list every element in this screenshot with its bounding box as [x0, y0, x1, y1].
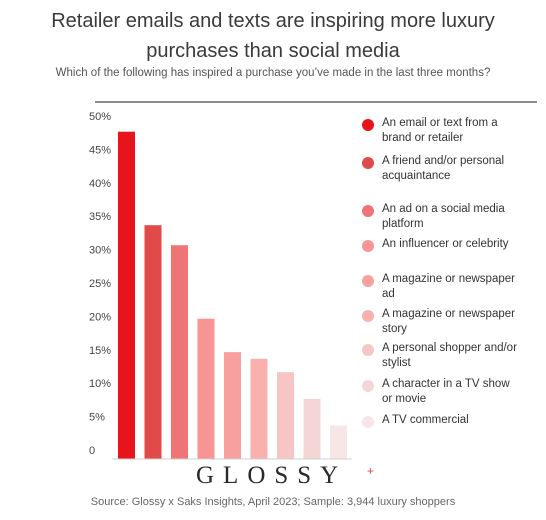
- legend-item: A TV commercial: [362, 413, 522, 428]
- legend-item: A friend and/or personal acquaintance: [362, 154, 522, 184]
- legend-swatch: [362, 416, 374, 428]
- legend-label: An influencer or celebrity: [382, 238, 509, 250]
- bar-5: [224, 352, 241, 459]
- legend-swatch: [362, 119, 374, 131]
- bar-2: [144, 225, 162, 459]
- y-tick-label: 30%: [89, 245, 111, 257]
- y-tick-label: 10%: [89, 378, 111, 390]
- bar-6: [250, 358, 268, 459]
- legend-swatch: [362, 205, 374, 217]
- bar-7: [277, 372, 294, 459]
- bar-4: [197, 318, 215, 459]
- legend-label: A personal shopper and/or stylist: [382, 342, 517, 369]
- bar-8: [303, 398, 321, 459]
- y-tick-label: 40%: [89, 178, 111, 190]
- legend-swatch: [362, 275, 374, 287]
- y-tick-label: 50%: [89, 111, 111, 123]
- y-tick-label: 0: [89, 445, 95, 457]
- legend-swatch: [362, 344, 374, 356]
- title-divider: [95, 101, 537, 103]
- chart-title-line-2: purchases than social media: [146, 40, 400, 62]
- legend-label: An ad on a social media platform: [382, 203, 505, 230]
- y-tick-label: 25%: [89, 278, 111, 290]
- legend-label: A magazine or newspaper story: [382, 308, 515, 335]
- legend-swatch: [362, 310, 374, 322]
- legend-label: A TV commercial: [382, 414, 469, 426]
- chart-subtitle: Which of the following has inspired a pu…: [55, 67, 491, 79]
- glossy-logo: GLOSSY: [196, 462, 348, 489]
- y-tick-label: 5%: [89, 412, 105, 424]
- glossy-logo-plus: +: [367, 464, 375, 478]
- legend-item: A magazine or newspaper ad: [362, 272, 522, 302]
- legend-item: A magazine or newspaper story: [362, 307, 522, 337]
- legend-label: An email or text from a brand or retaile…: [382, 117, 498, 144]
- legend-swatch: [362, 240, 374, 252]
- legend-label: A character in a TV show or movie: [382, 378, 510, 405]
- y-tick-label: 20%: [89, 311, 111, 323]
- y-tick-label: 35%: [89, 211, 111, 223]
- legend-item: An email or text from a brand or retaile…: [362, 116, 522, 146]
- legend-label: A magazine or newspaper ad: [382, 273, 515, 300]
- legend-item: A character in a TV show or movie: [362, 377, 522, 407]
- legend-item: An ad on a social media platform: [362, 202, 522, 232]
- legend-label: A friend and/or personal acquaintance: [382, 155, 505, 182]
- y-tick-label: 45%: [89, 144, 111, 156]
- legend-item: A personal shopper and/or stylist: [362, 341, 522, 371]
- chart-title: Retailer emails and texts are inspiring …: [0, 6, 546, 66]
- bar-9: [330, 425, 347, 459]
- bar-3: [171, 245, 188, 459]
- legend-swatch: [362, 157, 374, 169]
- y-tick-label: 15%: [89, 345, 111, 357]
- chart-title-line-1: Retailer emails and texts are inspiring …: [51, 10, 495, 32]
- bar-1: [118, 131, 135, 459]
- bars: [118, 131, 347, 459]
- legend-item: An influencer or celebrity: [362, 237, 522, 252]
- source-note: Source: Glossy x Saks Insights, April 20…: [90, 496, 456, 508]
- legend-swatch: [362, 380, 374, 392]
- y-axis-ticks: 0 5% 10% 15% 20% 25% 30% 35% 40% 45% 50%: [89, 111, 111, 457]
